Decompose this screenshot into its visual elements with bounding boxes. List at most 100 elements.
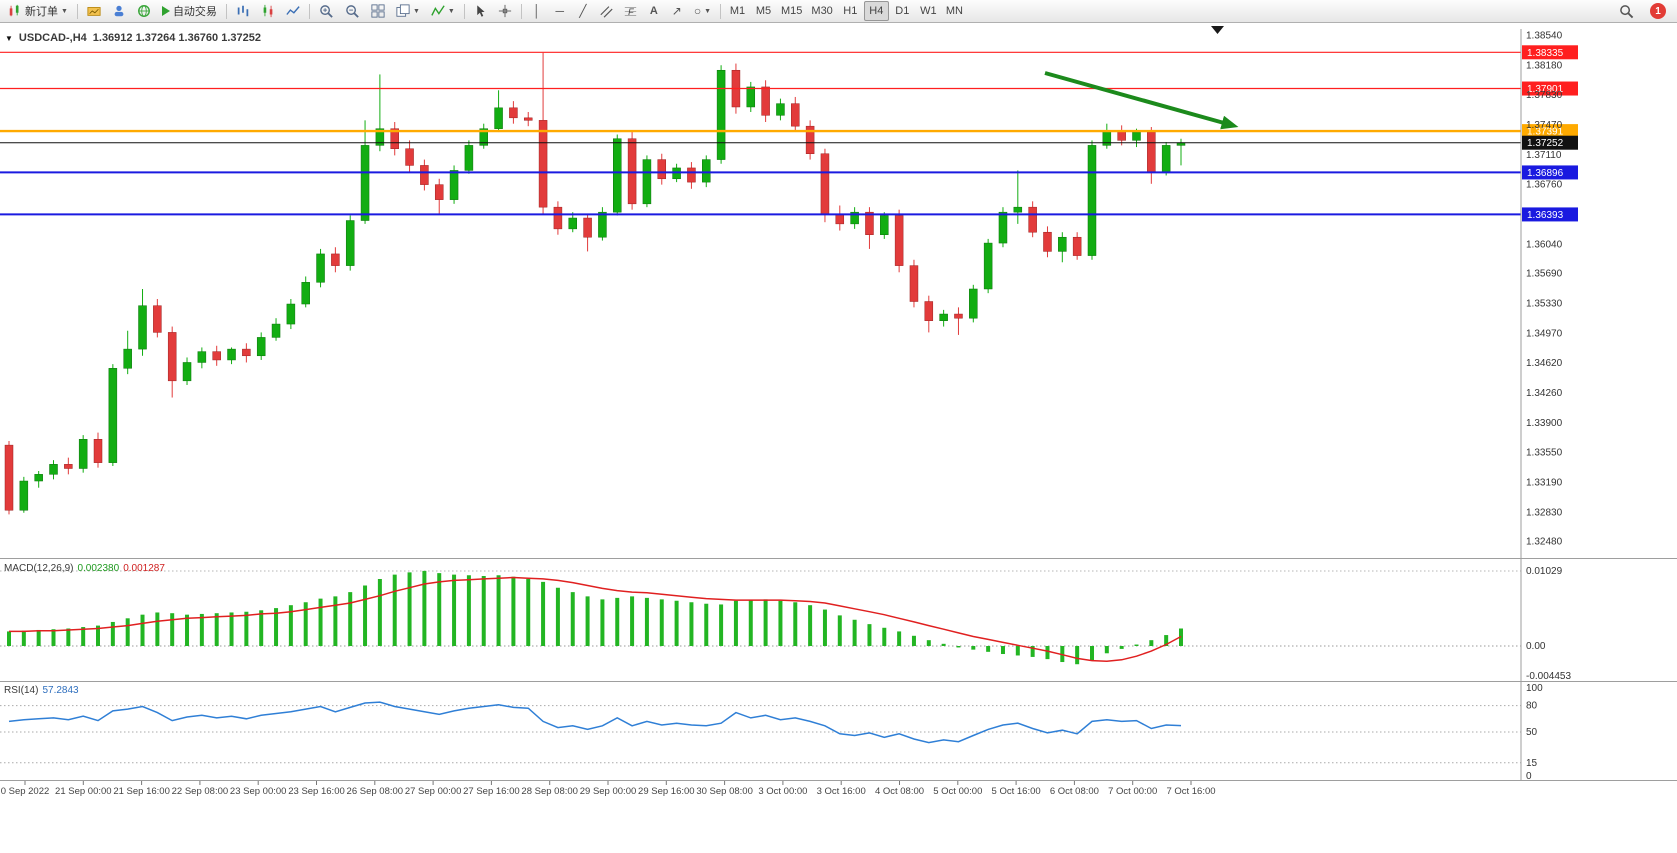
candle-down <box>687 167 696 183</box>
timeframe-d1-button[interactable]: D1 <box>890 1 915 21</box>
time-axis-label: 5 Oct 00:00 <box>933 786 982 797</box>
macd-panel[interactable] <box>0 570 1521 665</box>
chart-shift-marker[interactable] <box>1211 26 1224 34</box>
candle-down <box>909 265 919 302</box>
candle-down <box>167 332 177 382</box>
search-icon <box>1620 4 1634 18</box>
toolbar-separator <box>225 3 227 19</box>
candle-down <box>805 125 815 154</box>
notification-badge[interactable]: 1 <box>1650 3 1666 19</box>
cursor-tool-button[interactable] <box>469 1 492 21</box>
timeframe-m1-button[interactable]: M1 <box>725 1 750 21</box>
price-axis-label: 1.32480 <box>1526 537 1563 548</box>
candle-up <box>182 362 192 382</box>
time-axis-label: 7 Oct 16:00 <box>1166 786 1215 797</box>
time-axis-label: 29 Sep 00:00 <box>580 786 637 797</box>
timeframe-w1-button[interactable]: W1 <box>916 1 941 21</box>
candle-up <box>123 348 132 369</box>
candle-up <box>479 128 488 146</box>
rsi-line <box>8 701 1182 744</box>
tile-windows-icon <box>371 4 385 18</box>
auto-trading-button[interactable]: 自动交易 <box>157 1 222 21</box>
candle-up <box>316 253 325 283</box>
candle-down <box>954 313 963 319</box>
candle-down <box>153 305 162 333</box>
cascade-windows-button[interactable]: ▼ <box>391 1 425 21</box>
timeframe-m5-button[interactable]: M5 <box>751 1 776 21</box>
main-chart-panel[interactable] <box>0 26 1521 515</box>
candle-up <box>256 337 266 357</box>
price-badge-label: 1.36393 <box>1527 210 1564 221</box>
price-badge-label: 1.37391 <box>1527 127 1564 138</box>
bar-chart-button[interactable] <box>231 1 255 21</box>
chevron-down-icon: ▼ <box>704 7 711 15</box>
channel-tool-button[interactable] <box>595 1 618 21</box>
timeframe-m15-button[interactable]: M15 <box>777 1 806 21</box>
zoom-out-icon <box>346 4 359 18</box>
chart-window-icon <box>87 7 101 16</box>
candle-down <box>553 206 563 230</box>
indicators-icon <box>431 5 445 16</box>
chart-window[interactable]: 1.38335 1.37901 1.37391 1.37252 1.36896 1.363… <box>0 23 1677 853</box>
timeframe-h4-button[interactable]: H4 <box>863 1 889 21</box>
shapes-tool-button[interactable]: ○ ▼ <box>689 1 716 21</box>
candle-up <box>746 86 756 108</box>
candle-up <box>138 305 147 350</box>
time-axis[interactable]: 0 Sep 2022 21 Sep 00:00 21 Sep 16:00 22 Sep… <box>1 780 1216 798</box>
candle-up <box>613 138 622 213</box>
globe-icon <box>137 5 150 17</box>
timeframe-m30-button[interactable]: M30 <box>807 1 836 21</box>
search-button[interactable] <box>1614 1 1639 21</box>
new-order-button[interactable]: 新订单 ▼ <box>3 1 73 21</box>
community-button[interactable] <box>132 1 156 21</box>
candle-down <box>93 439 103 463</box>
bar-chart-icon <box>237 5 249 17</box>
timeframe-mn-button[interactable]: MN <box>942 1 967 21</box>
candle-up <box>464 145 474 171</box>
line-chart-button[interactable] <box>281 1 305 21</box>
cascade-windows-icon <box>396 4 410 17</box>
horizontal-line-tool-button[interactable]: ─ <box>549 1 571 21</box>
candle-up <box>360 145 370 221</box>
profiles-button[interactable] <box>107 1 131 21</box>
time-axis-label: 30 Sep 08:00 <box>696 786 753 797</box>
profile-icon <box>114 5 124 17</box>
rsi-axis-label: 80 <box>1526 701 1538 712</box>
new-order-icon <box>9 4 19 17</box>
candle-down <box>434 184 444 200</box>
arrows-tool-button[interactable]: ↗ <box>666 1 688 21</box>
zoom-in-button[interactable] <box>314 1 339 21</box>
timeframe-h1-button[interactable]: H1 <box>838 1 863 21</box>
crosshair-tool-button[interactable] <box>493 1 517 21</box>
candle-down <box>1072 236 1082 256</box>
text-tool-button[interactable]: A <box>643 1 665 21</box>
price-badge <box>1522 207 1578 222</box>
price-axis-label: 1.33190 <box>1526 477 1563 488</box>
price-badge-label: 1.36896 <box>1527 168 1564 179</box>
candle-down <box>627 138 637 205</box>
candle-up <box>301 282 310 305</box>
price-axis-label: 1.37110 <box>1526 150 1562 161</box>
candle-down <box>865 211 874 235</box>
candle-up <box>969 288 978 319</box>
tile-windows-button[interactable] <box>366 1 390 21</box>
candle-up <box>49 464 58 475</box>
rsi-panel[interactable] <box>0 701 1521 764</box>
toolbar-separator <box>308 3 310 19</box>
charts-button[interactable] <box>82 1 106 21</box>
time-axis-label: 3 Oct 00:00 <box>758 786 807 797</box>
candle-down <box>509 107 518 119</box>
candle-up <box>108 368 118 463</box>
trend-arrow-annotation[interactable] <box>1044 71 1239 130</box>
price-axis-label: 1.34260 <box>1526 388 1563 399</box>
indicators-button[interactable]: ▼ <box>426 1 460 21</box>
fibonacci-tool-button[interactable]: F <box>619 1 642 21</box>
candlestick-chart-button[interactable] <box>256 1 280 21</box>
candle-down <box>4 444 14 511</box>
zoom-out-button[interactable] <box>340 1 365 21</box>
vertical-line-tool-button[interactable]: │ <box>526 1 548 21</box>
trendline-tool-button[interactable]: ╱ <box>572 1 594 21</box>
